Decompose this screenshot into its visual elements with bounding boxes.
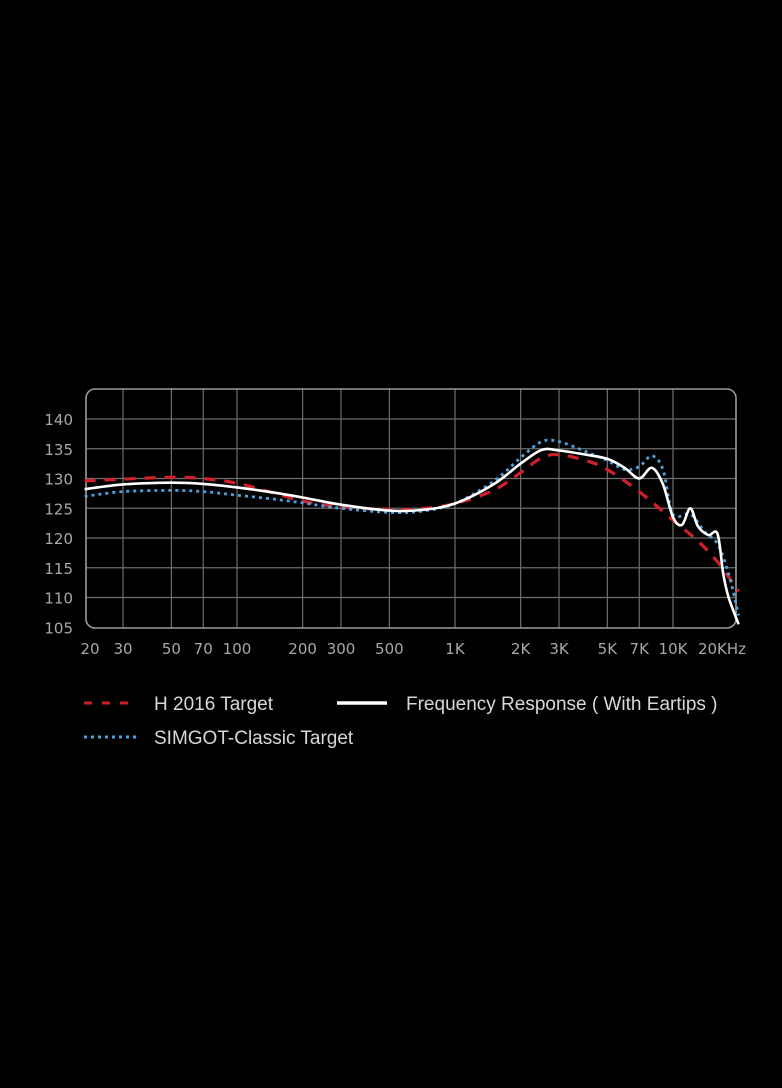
x-axis-ticks: 20 30 50 70 100 200 300 500 1K 2K 3K 5K 7K 10K 20KHz bbox=[80, 640, 746, 658]
x-tick-label: 1K bbox=[445, 640, 466, 658]
x-tick-label: 20 bbox=[80, 640, 99, 658]
y-tick-label: 110 bbox=[44, 590, 73, 608]
x-tick-label: 7K bbox=[630, 640, 651, 658]
x-tick-label: 70 bbox=[194, 640, 213, 658]
x-tick-label: 10K bbox=[659, 640, 689, 658]
y-tick-label: 115 bbox=[44, 560, 73, 578]
x-tick-label: 30 bbox=[113, 640, 132, 658]
chart-series bbox=[84, 438, 740, 625]
x-tick-label: 50 bbox=[162, 640, 181, 658]
series-h2016-target bbox=[84, 452, 740, 593]
x-tick-label: 200 bbox=[288, 640, 317, 658]
legend-item-frequency-response: Frequency Response ( With Eartips ) bbox=[337, 694, 718, 715]
x-tick-label: 2K bbox=[511, 640, 532, 658]
y-tick-label: 130 bbox=[44, 471, 73, 489]
y-tick-label: 120 bbox=[44, 530, 73, 548]
y-tick-label: 135 bbox=[44, 441, 73, 459]
series-simgot-classic-target bbox=[84, 438, 740, 616]
plot-frame bbox=[85, 388, 737, 629]
x-tick-label: 20KHz bbox=[698, 640, 746, 658]
series-frequency-response bbox=[84, 447, 740, 625]
legend-label: H 2016 Target bbox=[154, 694, 274, 715]
x-tick-label: 100 bbox=[223, 640, 252, 658]
y-axis-ticks: 140 135 130 125 120 115 110 105 bbox=[44, 411, 73, 637]
legend-label: Frequency Response ( With Eartips ) bbox=[406, 694, 718, 715]
x-tick-label: 300 bbox=[327, 640, 356, 658]
y-tick-label: 105 bbox=[44, 619, 73, 637]
x-tick-label: 500 bbox=[375, 640, 404, 658]
legend-item-h2016: H 2016 Target bbox=[84, 694, 274, 715]
x-tick-label: 3K bbox=[549, 640, 570, 658]
y-tick-label: 125 bbox=[44, 500, 73, 518]
legend: H 2016 Target Frequency Response ( With … bbox=[84, 694, 718, 749]
y-tick-label: 140 bbox=[44, 411, 73, 429]
legend-item-simgot-classic: SIMGOT-Classic Target bbox=[84, 728, 354, 749]
x-tick-label: 5K bbox=[598, 640, 619, 658]
legend-label: SIMGOT-Classic Target bbox=[154, 728, 354, 749]
